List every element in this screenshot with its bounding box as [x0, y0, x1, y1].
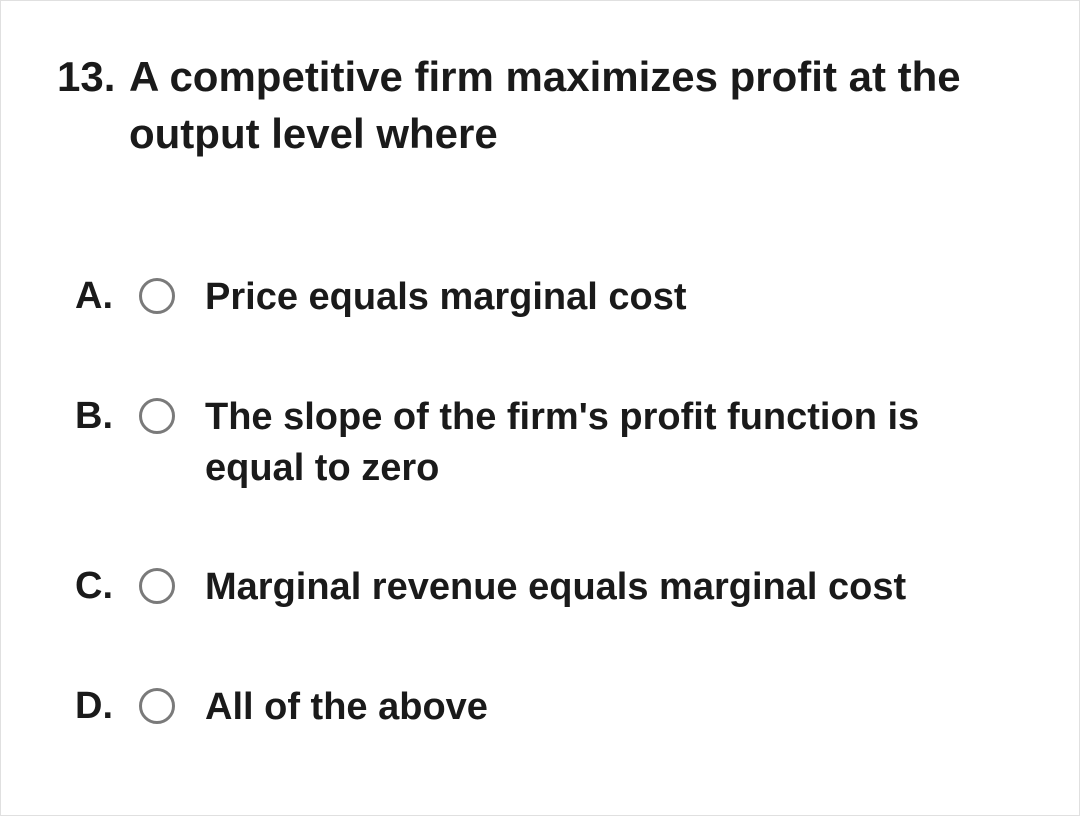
radio-icon[interactable]	[139, 398, 175, 434]
option-text: Price equals marginal cost	[205, 272, 1023, 323]
options-list: A. Price equals marginal cost B. The slo…	[57, 272, 1023, 732]
radio-icon[interactable]	[139, 568, 175, 604]
question-text: A competitive firm maximizes profit at t…	[129, 49, 1023, 162]
option-text: Marginal revenue equals marginal cost	[205, 562, 1023, 613]
radio-icon[interactable]	[139, 278, 175, 314]
option-letter: B.	[75, 392, 139, 441]
option-d[interactable]: D. All of the above	[75, 682, 1023, 733]
option-text: All of the above	[205, 682, 1023, 733]
option-letter: C.	[75, 562, 139, 611]
question-number: 13.	[57, 49, 129, 162]
option-a[interactable]: A. Price equals marginal cost	[75, 272, 1023, 323]
option-b[interactable]: B. The slope of the firm's profit functi…	[75, 392, 1023, 495]
option-text: The slope of the firm's profit function …	[205, 392, 1023, 495]
option-letter: A.	[75, 272, 139, 321]
option-c[interactable]: C. Marginal revenue equals marginal cost	[75, 562, 1023, 613]
question-container: 13. A competitive firm maximizes profit …	[0, 0, 1080, 816]
question-row: 13. A competitive firm maximizes profit …	[57, 49, 1023, 162]
option-letter: D.	[75, 682, 139, 731]
radio-icon[interactable]	[139, 688, 175, 724]
